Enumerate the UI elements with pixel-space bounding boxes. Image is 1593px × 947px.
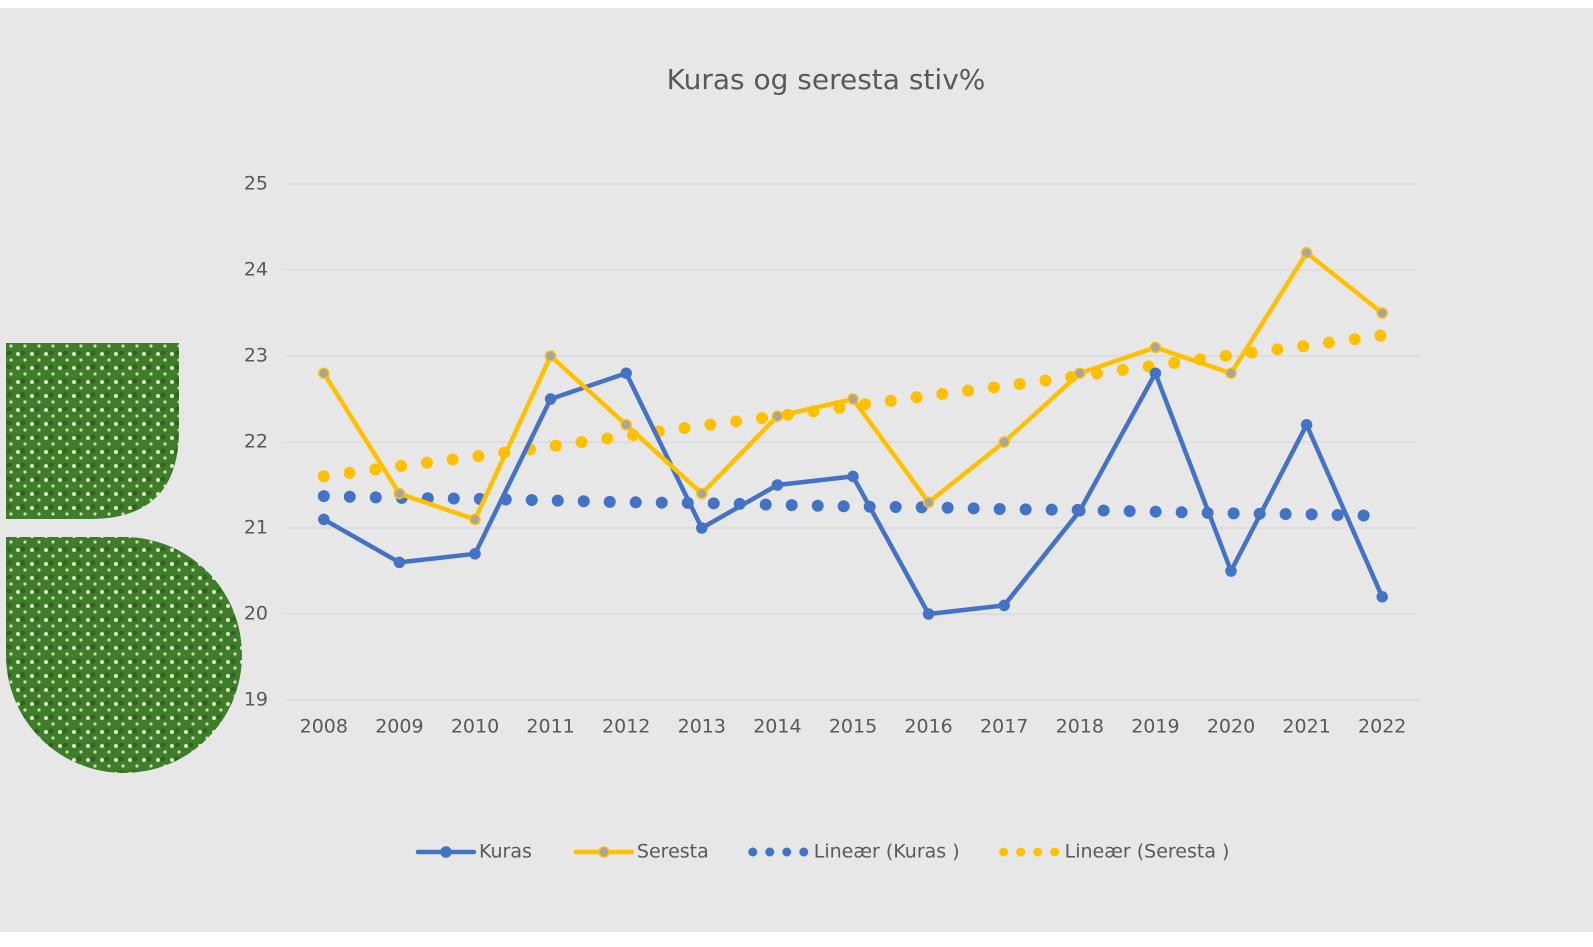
legend-label: Lineær (Seresta ) bbox=[1065, 841, 1230, 863]
data-point bbox=[393, 556, 406, 569]
x-tick-label: 2020 bbox=[1207, 716, 1255, 738]
data-point bbox=[998, 436, 1010, 448]
data-point bbox=[393, 487, 406, 500]
y-tick-label: 20 bbox=[244, 603, 268, 625]
y-tick-label: 25 bbox=[244, 173, 268, 195]
data-point bbox=[1149, 341, 1162, 354]
data-point bbox=[998, 599, 1010, 612]
data-point bbox=[1300, 419, 1313, 431]
data-point bbox=[847, 470, 859, 483]
y-tick-label: 21 bbox=[244, 517, 268, 539]
data-point bbox=[544, 393, 557, 405]
field-photo bbox=[6, 343, 179, 519]
x-tick-label: 2017 bbox=[980, 716, 1028, 738]
x-tick-label: 2010 bbox=[451, 716, 499, 738]
data-point bbox=[922, 496, 935, 508]
x-tick-label: 2021 bbox=[1282, 716, 1330, 738]
x-tick-label: 2022 bbox=[1358, 716, 1406, 738]
data-point bbox=[1225, 565, 1237, 577]
legend-label: Kuras bbox=[479, 841, 532, 863]
data-point bbox=[771, 410, 784, 422]
trend-line bbox=[317, 329, 1389, 483]
data-point bbox=[469, 513, 481, 526]
legend-label: Lineær (Kuras ) bbox=[814, 841, 960, 863]
data-point bbox=[696, 522, 708, 534]
data-point bbox=[1074, 367, 1086, 379]
data-point bbox=[620, 419, 632, 431]
data-point bbox=[771, 479, 784, 491]
legend-marker bbox=[440, 846, 452, 858]
data-point bbox=[620, 367, 632, 379]
data-point bbox=[318, 513, 330, 526]
y-tick-label: 23 bbox=[244, 345, 268, 367]
x-tick-label: 2018 bbox=[1056, 716, 1104, 738]
field-photo bbox=[6, 537, 243, 773]
data-point bbox=[1376, 307, 1388, 319]
x-tick-label: 2019 bbox=[1131, 716, 1179, 738]
data-point bbox=[696, 487, 708, 500]
x-tick-label: 2012 bbox=[602, 716, 650, 738]
x-tick-label: 2013 bbox=[678, 716, 726, 738]
data-point bbox=[318, 367, 330, 379]
legend-marker bbox=[598, 846, 610, 858]
data-point bbox=[1376, 591, 1388, 603]
x-tick-label: 2016 bbox=[904, 716, 952, 738]
y-tick-label: 22 bbox=[244, 431, 268, 453]
x-tick-label: 2014 bbox=[753, 716, 801, 738]
data-point bbox=[1149, 367, 1162, 379]
y-tick-label: 24 bbox=[244, 259, 268, 281]
chart-background bbox=[0, 8, 1593, 932]
data-point bbox=[1225, 367, 1237, 379]
data-point bbox=[544, 350, 557, 362]
y-tick-label: 19 bbox=[244, 689, 268, 711]
data-point bbox=[922, 608, 935, 620]
x-tick-label: 2009 bbox=[375, 716, 423, 738]
chart-title: Kuras og seresta stiv% bbox=[667, 63, 986, 96]
data-point bbox=[1074, 505, 1086, 517]
legend-label: Seresta bbox=[637, 841, 709, 863]
data-point bbox=[847, 393, 859, 405]
data-point bbox=[1300, 247, 1313, 259]
x-tick-label: 2008 bbox=[300, 716, 348, 738]
x-tick-label: 2015 bbox=[829, 716, 877, 738]
data-point bbox=[469, 548, 481, 560]
x-tick-label: 2011 bbox=[526, 716, 574, 738]
